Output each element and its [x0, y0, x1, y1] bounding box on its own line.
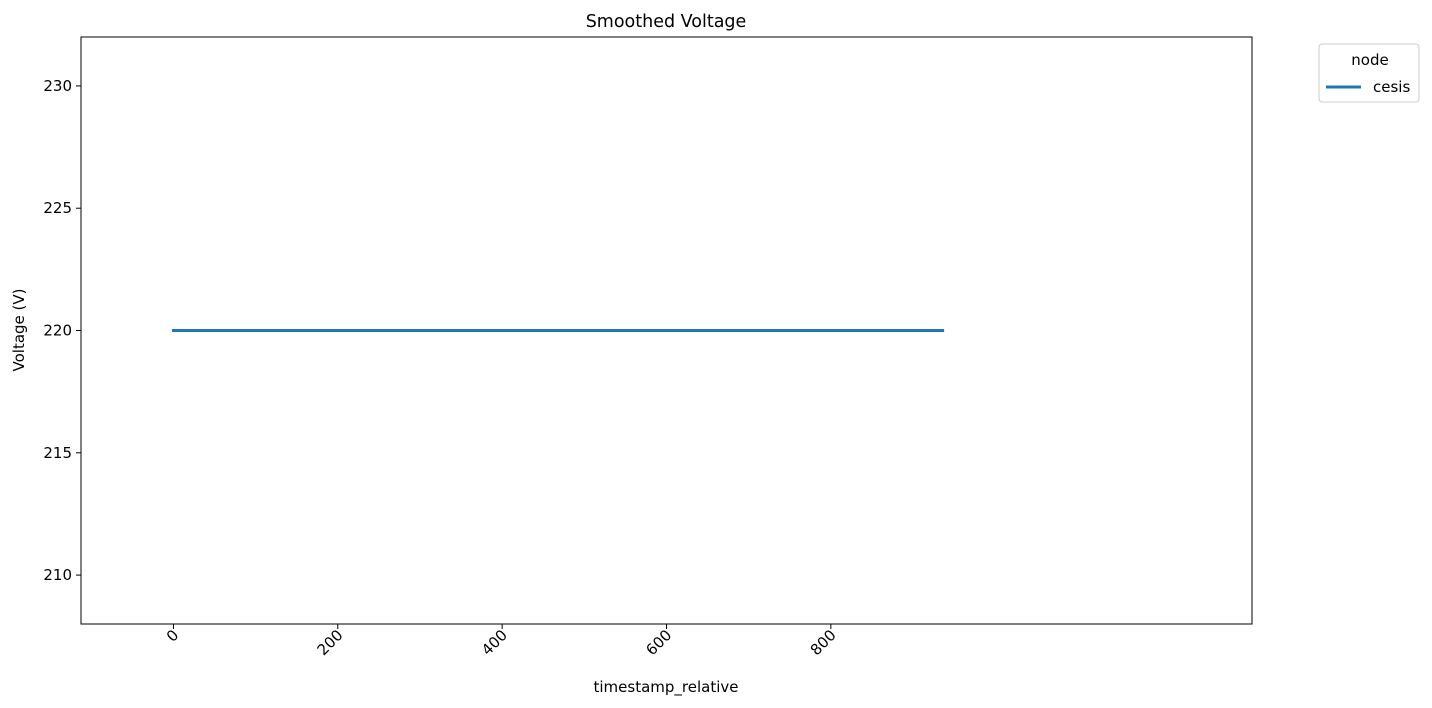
legend-title: node	[1351, 51, 1388, 69]
x-axis-label: timestamp_relative	[594, 678, 739, 697]
y-tick-label: 215	[43, 444, 72, 462]
y-tick-label: 230	[43, 77, 72, 95]
legend: node cesis	[1318, 43, 1420, 103]
y-tick-label: 220	[43, 322, 72, 340]
y-tick-label: 210	[43, 566, 72, 584]
y-axis-ticks: 210 215 220 225 230	[43, 77, 81, 584]
legend-label-cesis: cesis	[1373, 78, 1410, 96]
y-axis-label: Voltage (V)	[10, 289, 28, 372]
chart-title: Smoothed Voltage	[586, 12, 747, 32]
y-tick-label: 225	[43, 199, 72, 217]
